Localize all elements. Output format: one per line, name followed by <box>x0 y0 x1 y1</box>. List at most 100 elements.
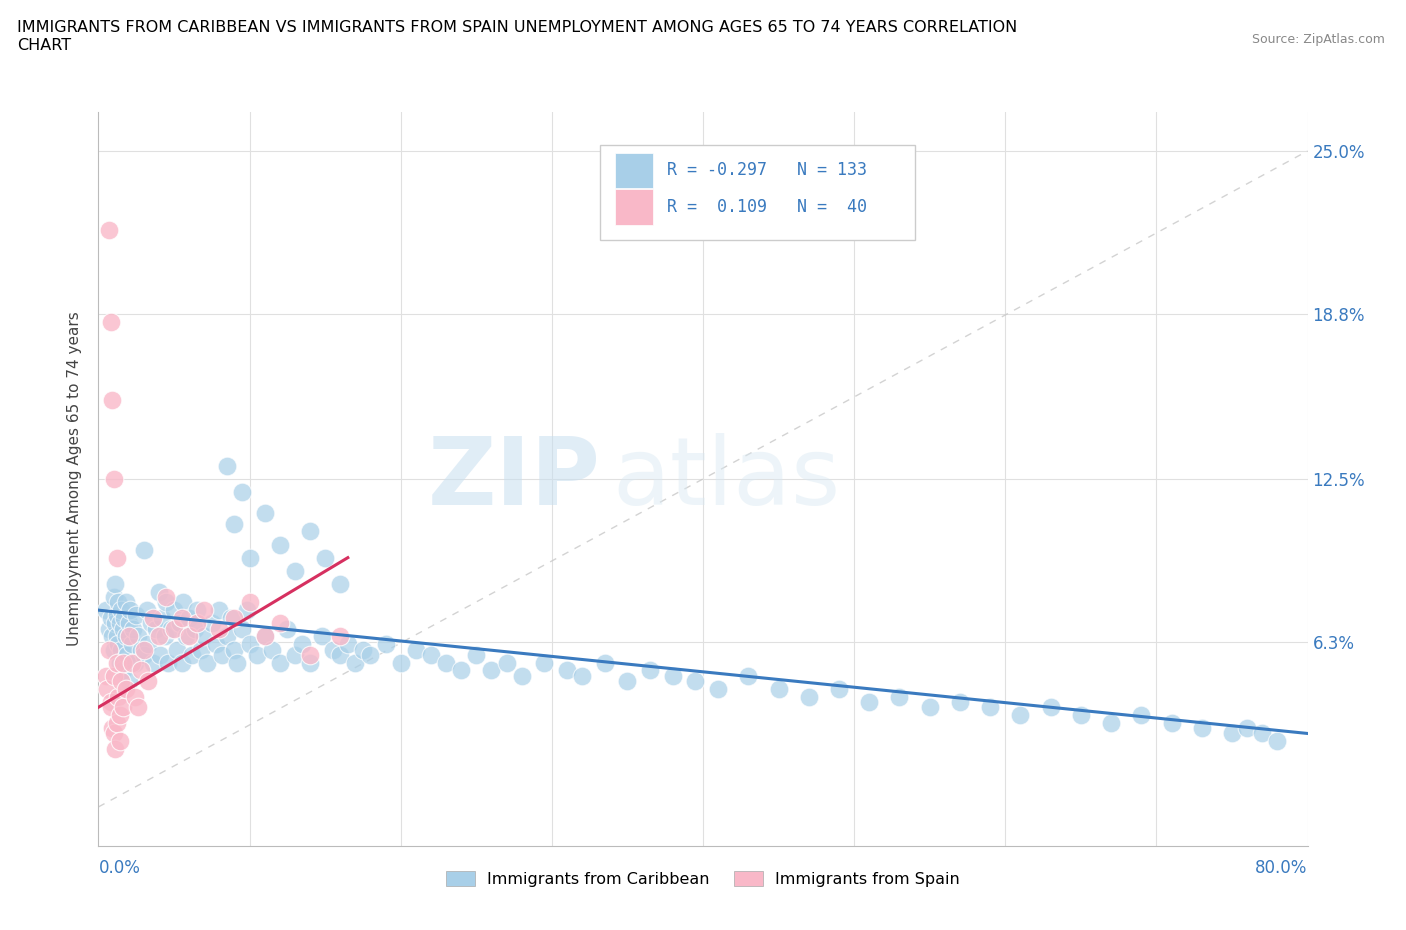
Point <box>105 608 128 623</box>
Point <box>239 637 262 652</box>
Point <box>136 637 159 652</box>
Point <box>420 647 443 662</box>
Point <box>1160 715 1182 730</box>
Point <box>155 595 177 610</box>
Point <box>108 708 131 723</box>
Point <box>103 590 125 604</box>
Point <box>124 689 146 704</box>
Point <box>311 629 333 644</box>
Point <box>181 647 204 662</box>
Point <box>105 629 128 644</box>
Point <box>360 647 382 662</box>
Point <box>299 647 322 662</box>
Point <box>226 656 249 671</box>
Point <box>166 642 188 657</box>
Point <box>1220 726 1243 741</box>
Text: IMMIGRANTS FROM CARIBBEAN VS IMMIGRANTS FROM SPAIN UNEMPLOYMENT AMONG AGES 65 TO: IMMIGRANTS FROM CARIBBEAN VS IMMIGRANTS … <box>17 20 1017 53</box>
Point <box>571 669 593 684</box>
Point <box>1236 721 1258 736</box>
Point <box>125 608 148 623</box>
Point <box>110 673 132 688</box>
Point <box>638 663 661 678</box>
Point <box>284 647 307 662</box>
Point <box>329 629 352 644</box>
Point <box>135 603 157 618</box>
Point <box>269 616 291 631</box>
Point <box>179 629 201 644</box>
Point <box>104 742 127 757</box>
Point <box>979 699 1001 714</box>
Point <box>150 611 173 626</box>
Point <box>246 647 269 662</box>
Point <box>169 616 191 631</box>
Point <box>186 603 208 618</box>
Text: R = -0.297   N = 133: R = -0.297 N = 133 <box>666 162 866 179</box>
Point <box>253 629 276 644</box>
Point <box>193 603 215 618</box>
Point <box>114 629 136 644</box>
Point <box>100 699 122 714</box>
Point <box>208 621 231 636</box>
Point <box>858 695 880 710</box>
Point <box>201 616 224 631</box>
Point <box>142 611 165 626</box>
Point <box>174 629 197 644</box>
Point <box>111 699 134 714</box>
Point <box>661 669 683 684</box>
Point <box>94 669 117 684</box>
Text: 0.0%: 0.0% <box>98 859 141 877</box>
Point <box>269 538 291 552</box>
Point <box>114 595 136 610</box>
Point <box>145 621 167 636</box>
Point <box>142 656 165 671</box>
Point <box>105 551 128 565</box>
Point <box>231 621 253 636</box>
Point <box>208 603 231 618</box>
Point <box>616 673 638 688</box>
Text: 80.0%: 80.0% <box>1256 859 1308 877</box>
Point <box>1070 708 1092 723</box>
Point <box>136 673 159 688</box>
Point <box>100 611 122 626</box>
Point <box>148 584 170 599</box>
Point <box>1191 721 1213 736</box>
Point <box>239 595 262 610</box>
Point <box>127 699 149 714</box>
Point <box>101 721 124 736</box>
Point <box>262 642 284 657</box>
Point <box>107 689 129 704</box>
Point <box>103 669 125 684</box>
Point <box>253 506 276 521</box>
Point <box>160 621 183 636</box>
Point <box>405 642 427 657</box>
Point <box>374 637 396 652</box>
Point <box>797 689 820 704</box>
Point <box>707 682 730 697</box>
Point <box>344 656 367 671</box>
Point <box>352 642 374 657</box>
Point <box>118 673 141 688</box>
Point <box>450 663 472 678</box>
Point <box>314 551 336 565</box>
Point <box>100 314 122 329</box>
Y-axis label: Unemployment Among Ages 65 to 74 years: Unemployment Among Ages 65 to 74 years <box>67 312 83 646</box>
Point <box>510 669 533 684</box>
Point <box>163 621 186 636</box>
Point <box>224 516 246 531</box>
Text: ZIP: ZIP <box>427 433 600 525</box>
Point <box>284 564 307 578</box>
Point <box>129 642 152 657</box>
Point <box>111 621 134 636</box>
Point <box>276 621 298 636</box>
Text: Source: ZipAtlas.com: Source: ZipAtlas.com <box>1251 33 1385 46</box>
Point <box>94 603 117 618</box>
Point <box>108 616 131 631</box>
Point <box>949 695 972 710</box>
Point <box>110 642 132 657</box>
Point <box>186 616 208 631</box>
Point <box>98 222 121 237</box>
Point <box>1267 734 1289 749</box>
Point <box>111 656 134 671</box>
Point <box>156 656 179 671</box>
Point <box>112 611 135 626</box>
